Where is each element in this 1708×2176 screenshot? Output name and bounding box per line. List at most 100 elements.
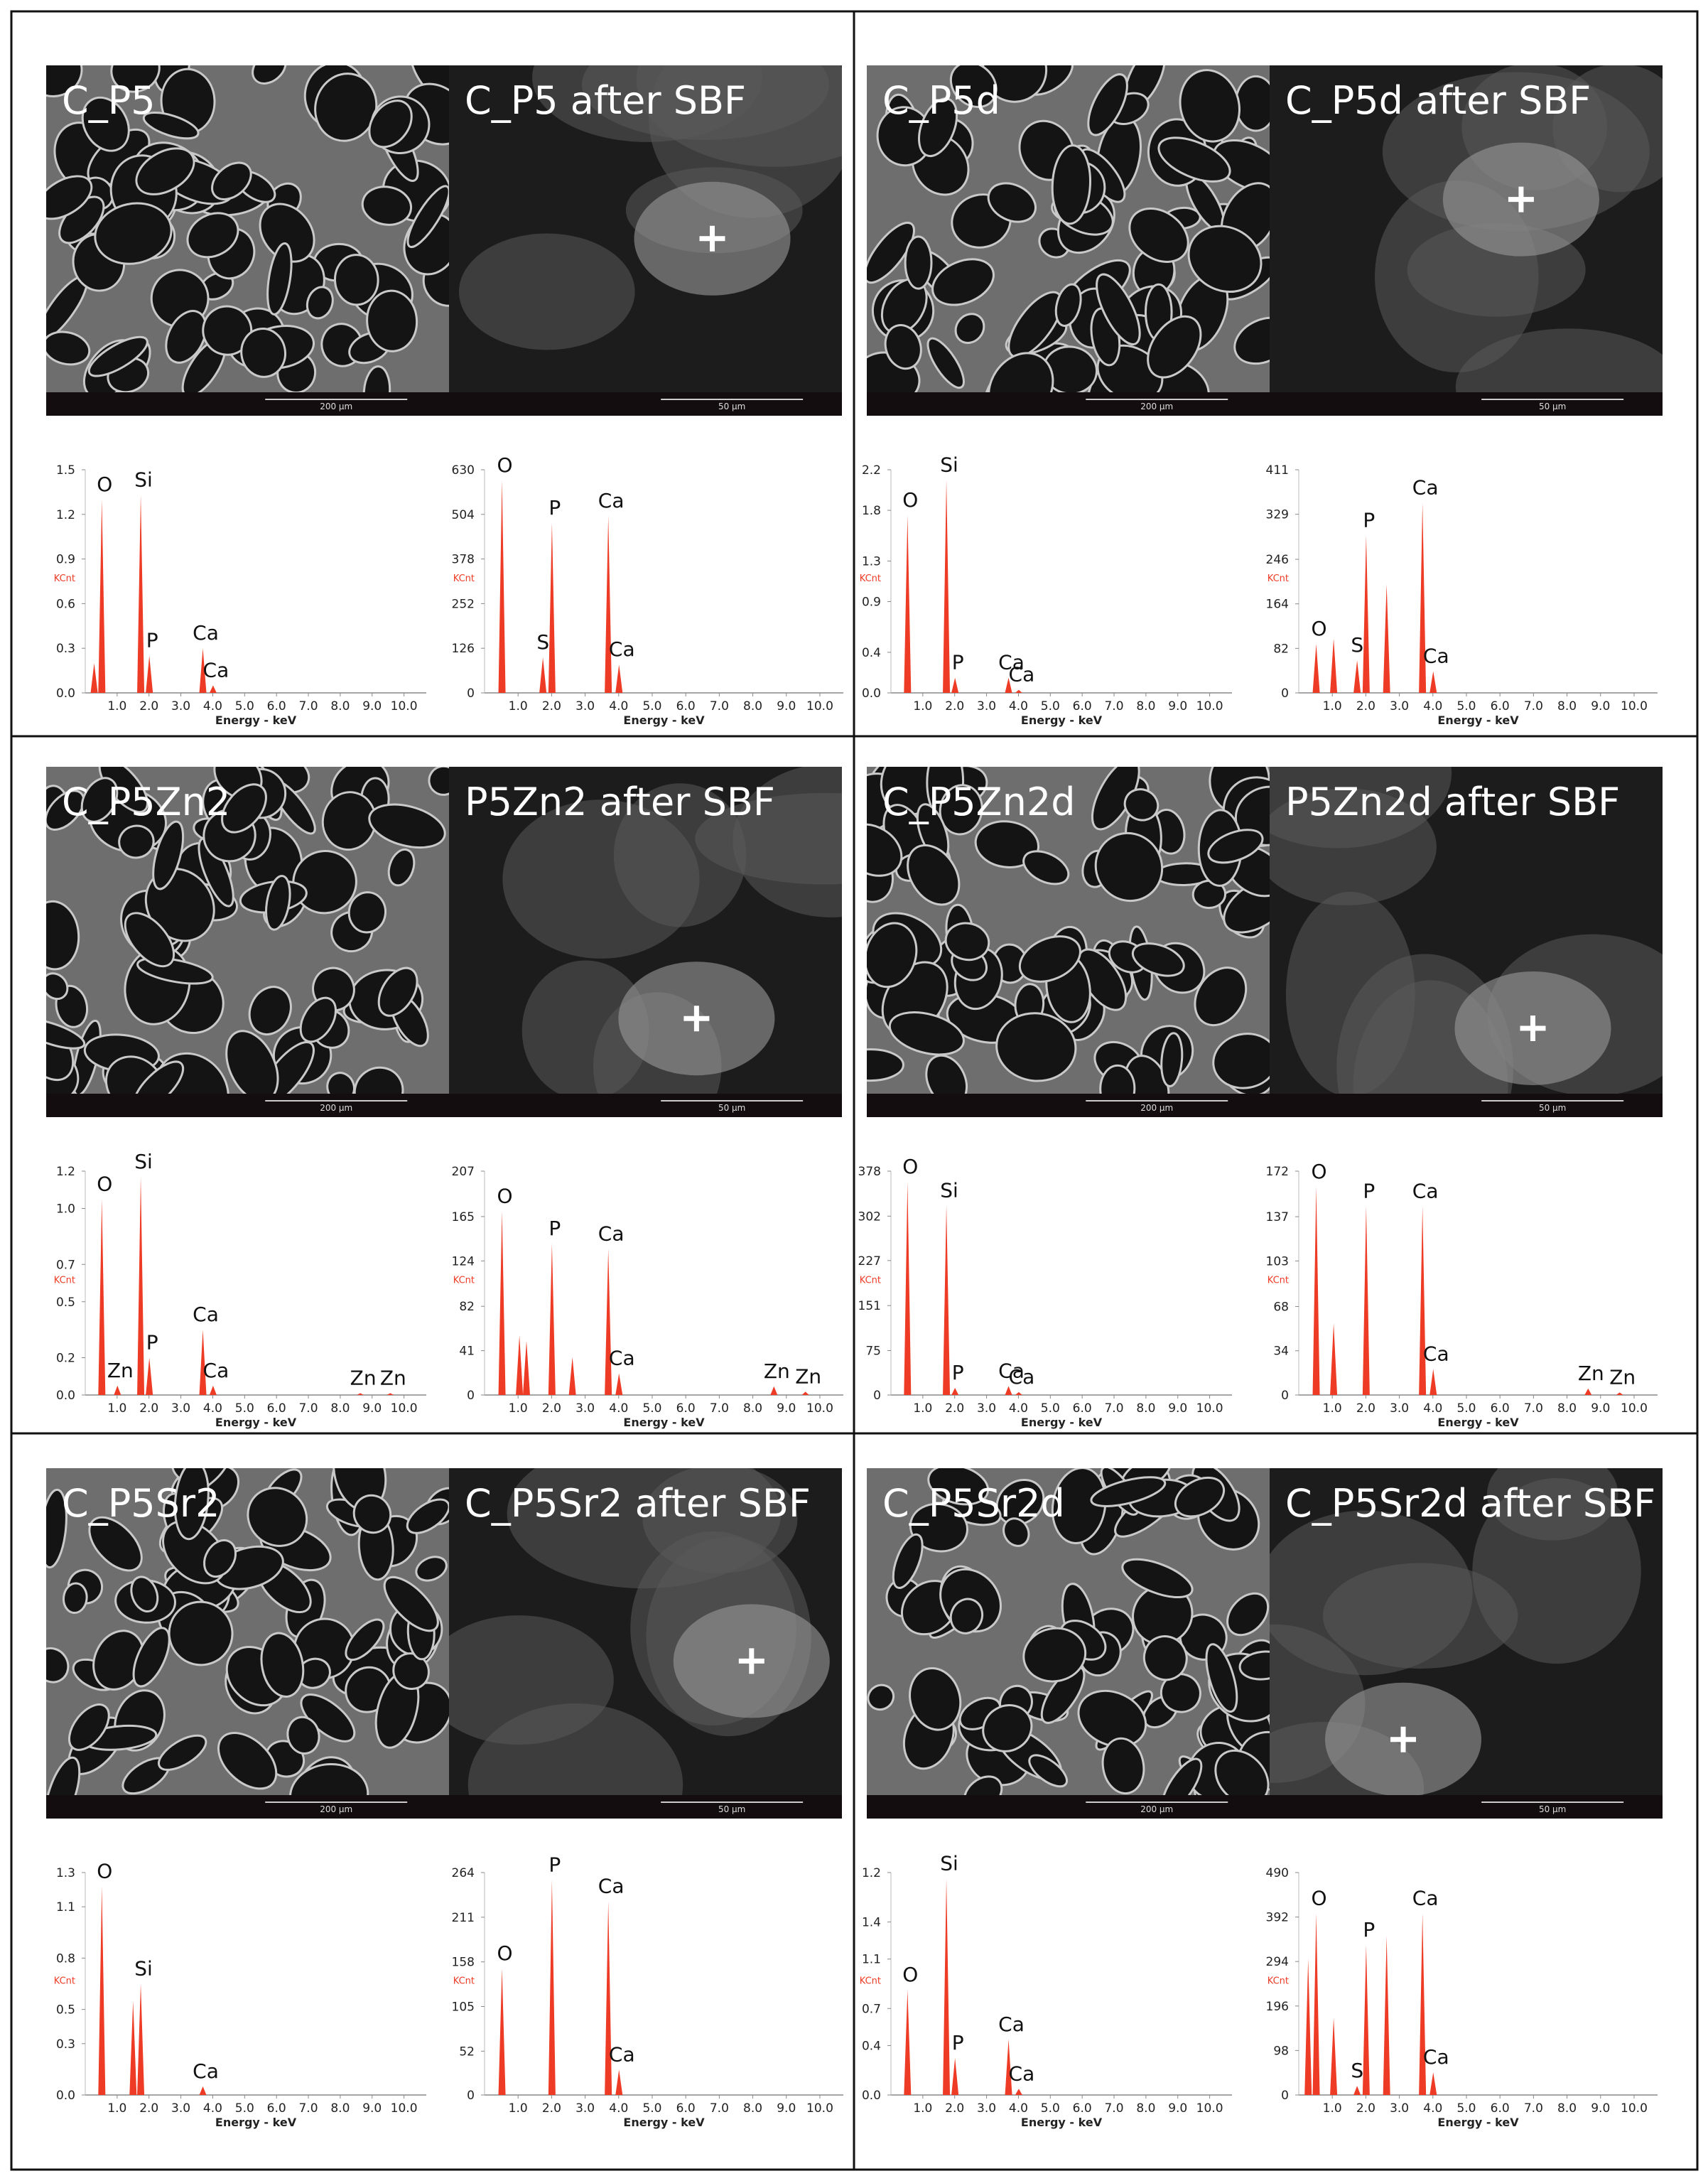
surface-region	[1270, 767, 1452, 849]
pore	[406, 1498, 449, 1534]
peak-label: Si	[134, 468, 153, 492]
y-tick-label: 103	[1266, 1254, 1289, 1269]
pore	[1157, 136, 1231, 183]
image-label: C_P5Zn2d	[882, 780, 1075, 824]
peak	[1353, 660, 1361, 693]
peak-label: O	[497, 1941, 513, 1965]
x-tick-label: 3.0	[1390, 1401, 1409, 1416]
peak-label: O	[1312, 1160, 1327, 1183]
peak	[548, 522, 556, 693]
x-tick-label: 9.0	[1591, 699, 1610, 713]
x-tick-label: 1.0	[913, 699, 932, 713]
x-tick-label: 6.0	[1073, 1401, 1092, 1416]
analysis-marker	[1520, 1016, 1546, 1041]
peak-label: Ca	[998, 2013, 1025, 2036]
peak	[98, 499, 106, 693]
image-label: C_P5 after SBF	[465, 78, 746, 123]
x-tick-label: 4.0	[1423, 699, 1442, 713]
surface-region	[642, 1468, 798, 1573]
y-tick-label: 1.1	[56, 1900, 75, 1914]
y-tick-label: 1.1	[862, 1953, 881, 1967]
pore	[888, 1011, 965, 1056]
peak	[605, 1249, 612, 1395]
peak	[904, 1182, 912, 1395]
y-tick-label: 1.2	[862, 1866, 881, 1880]
y-tick-label: 411	[1266, 463, 1289, 478]
pore	[124, 912, 175, 968]
scale-strip	[1270, 1795, 1663, 1819]
x-tick-label: 5.0	[1041, 699, 1060, 713]
pore	[366, 289, 418, 352]
pore	[1205, 1643, 1238, 1713]
y-tick-label: 165	[452, 1210, 475, 1224]
peak	[1353, 2086, 1361, 2095]
peak	[1429, 1369, 1437, 1395]
pore	[377, 966, 418, 1017]
peak-label: Ca	[1009, 663, 1035, 686]
x-tick-label: 5.0	[642, 2101, 661, 2116]
y-tick-label: 137	[1266, 1210, 1289, 1224]
peak	[1312, 644, 1320, 693]
pore	[1212, 139, 1270, 193]
x-tick-label: 6.0	[676, 699, 696, 713]
scale-label: 200 µm	[1140, 402, 1173, 411]
pore	[118, 824, 155, 859]
image-label: C_P5d after SBF	[1285, 78, 1591, 123]
scale-label: 50 µm	[1539, 1103, 1566, 1113]
y-tick-label: 211	[452, 1911, 475, 1925]
surface-region	[449, 1615, 614, 1745]
peak	[605, 1901, 612, 2095]
x-tick-label: 3.0	[575, 699, 595, 713]
pore	[949, 1598, 984, 1634]
pore	[286, 1716, 320, 1755]
x-tick-label: 3.0	[171, 2101, 190, 2116]
peak	[387, 1393, 394, 1395]
peak-label: P	[548, 1217, 561, 1240]
x-axis-label: Energy - keV	[1437, 713, 1519, 727]
x-tick-label: 1.0	[107, 1401, 126, 1416]
x-tick-label: 3.0	[171, 1401, 190, 1416]
x-tick-label: 2.0	[542, 1401, 561, 1416]
y-tick-label: 392	[1266, 1911, 1289, 1925]
y-tick-label: 41	[459, 1345, 475, 1359]
x-tick-label: 3.0	[977, 1401, 996, 1416]
y-tick-label: 0	[1281, 2089, 1289, 2103]
x-tick-label: 5.0	[1041, 2101, 1060, 2116]
x-axis-label: Energy - keV	[215, 2116, 297, 2129]
x-tick-label: 9.0	[777, 1401, 796, 1416]
x-tick-label: 4.0	[609, 1401, 628, 1416]
peak-label: Ca	[193, 621, 219, 645]
peak-label: Ca	[598, 1222, 625, 1246]
y-unit-label: KCnt	[453, 573, 475, 584]
surface-region	[1336, 954, 1513, 1117]
x-tick-label: 9.0	[777, 699, 796, 713]
peak	[1383, 584, 1390, 693]
y-tick-label: 0.0	[56, 1389, 75, 1403]
pore	[1051, 144, 1091, 225]
sem-image	[449, 1468, 842, 1819]
x-tick-label: 8.0	[1136, 2101, 1155, 2116]
peak	[98, 1199, 106, 1395]
pore	[1131, 942, 1185, 977]
analysis-marker	[1508, 186, 1534, 212]
x-tick-label: 5.0	[235, 2101, 254, 2116]
pore	[46, 900, 80, 971]
pore	[904, 235, 933, 290]
x-tick-label: 10.0	[391, 2101, 418, 2116]
peak-label: Zn	[1609, 1365, 1636, 1389]
y-tick-label: 630	[452, 463, 475, 478]
peak	[209, 685, 217, 693]
peak	[1616, 1392, 1623, 1395]
pore	[88, 1516, 143, 1572]
pore	[954, 313, 985, 344]
peak-label: P	[146, 629, 158, 652]
scale-label: 50 µm	[1539, 1804, 1566, 1814]
sem-image	[449, 65, 842, 416]
x-tick-label: 5.0	[1456, 699, 1476, 713]
peak-label: O	[97, 1172, 112, 1195]
y-tick-label: 98	[1273, 2044, 1289, 2058]
pore	[867, 1048, 904, 1082]
y-tick-label: 0	[1281, 1389, 1289, 1403]
peak-label: P	[548, 496, 561, 519]
peak	[137, 1983, 145, 2095]
